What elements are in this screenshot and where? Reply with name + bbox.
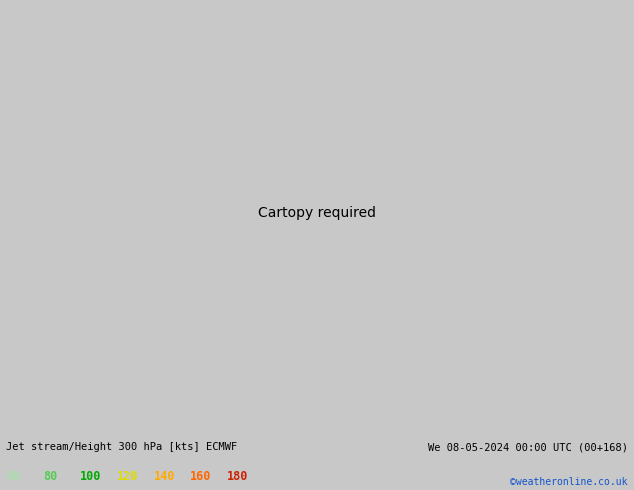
Text: 160: 160: [190, 470, 212, 483]
Text: 180: 180: [227, 470, 249, 483]
Text: Cartopy required: Cartopy required: [258, 206, 376, 220]
Text: 120: 120: [117, 470, 138, 483]
Text: We 08-05-2024 00:00 UTC (00+168): We 08-05-2024 00:00 UTC (00+168): [428, 442, 628, 452]
Text: 140: 140: [153, 470, 175, 483]
Text: 100: 100: [80, 470, 101, 483]
Text: 80: 80: [43, 470, 57, 483]
Text: Jet stream/Height 300 hPa [kts] ECMWF: Jet stream/Height 300 hPa [kts] ECMWF: [6, 442, 238, 452]
Text: 60: 60: [6, 470, 20, 483]
Text: ©weatheronline.co.uk: ©weatheronline.co.uk: [510, 477, 628, 487]
